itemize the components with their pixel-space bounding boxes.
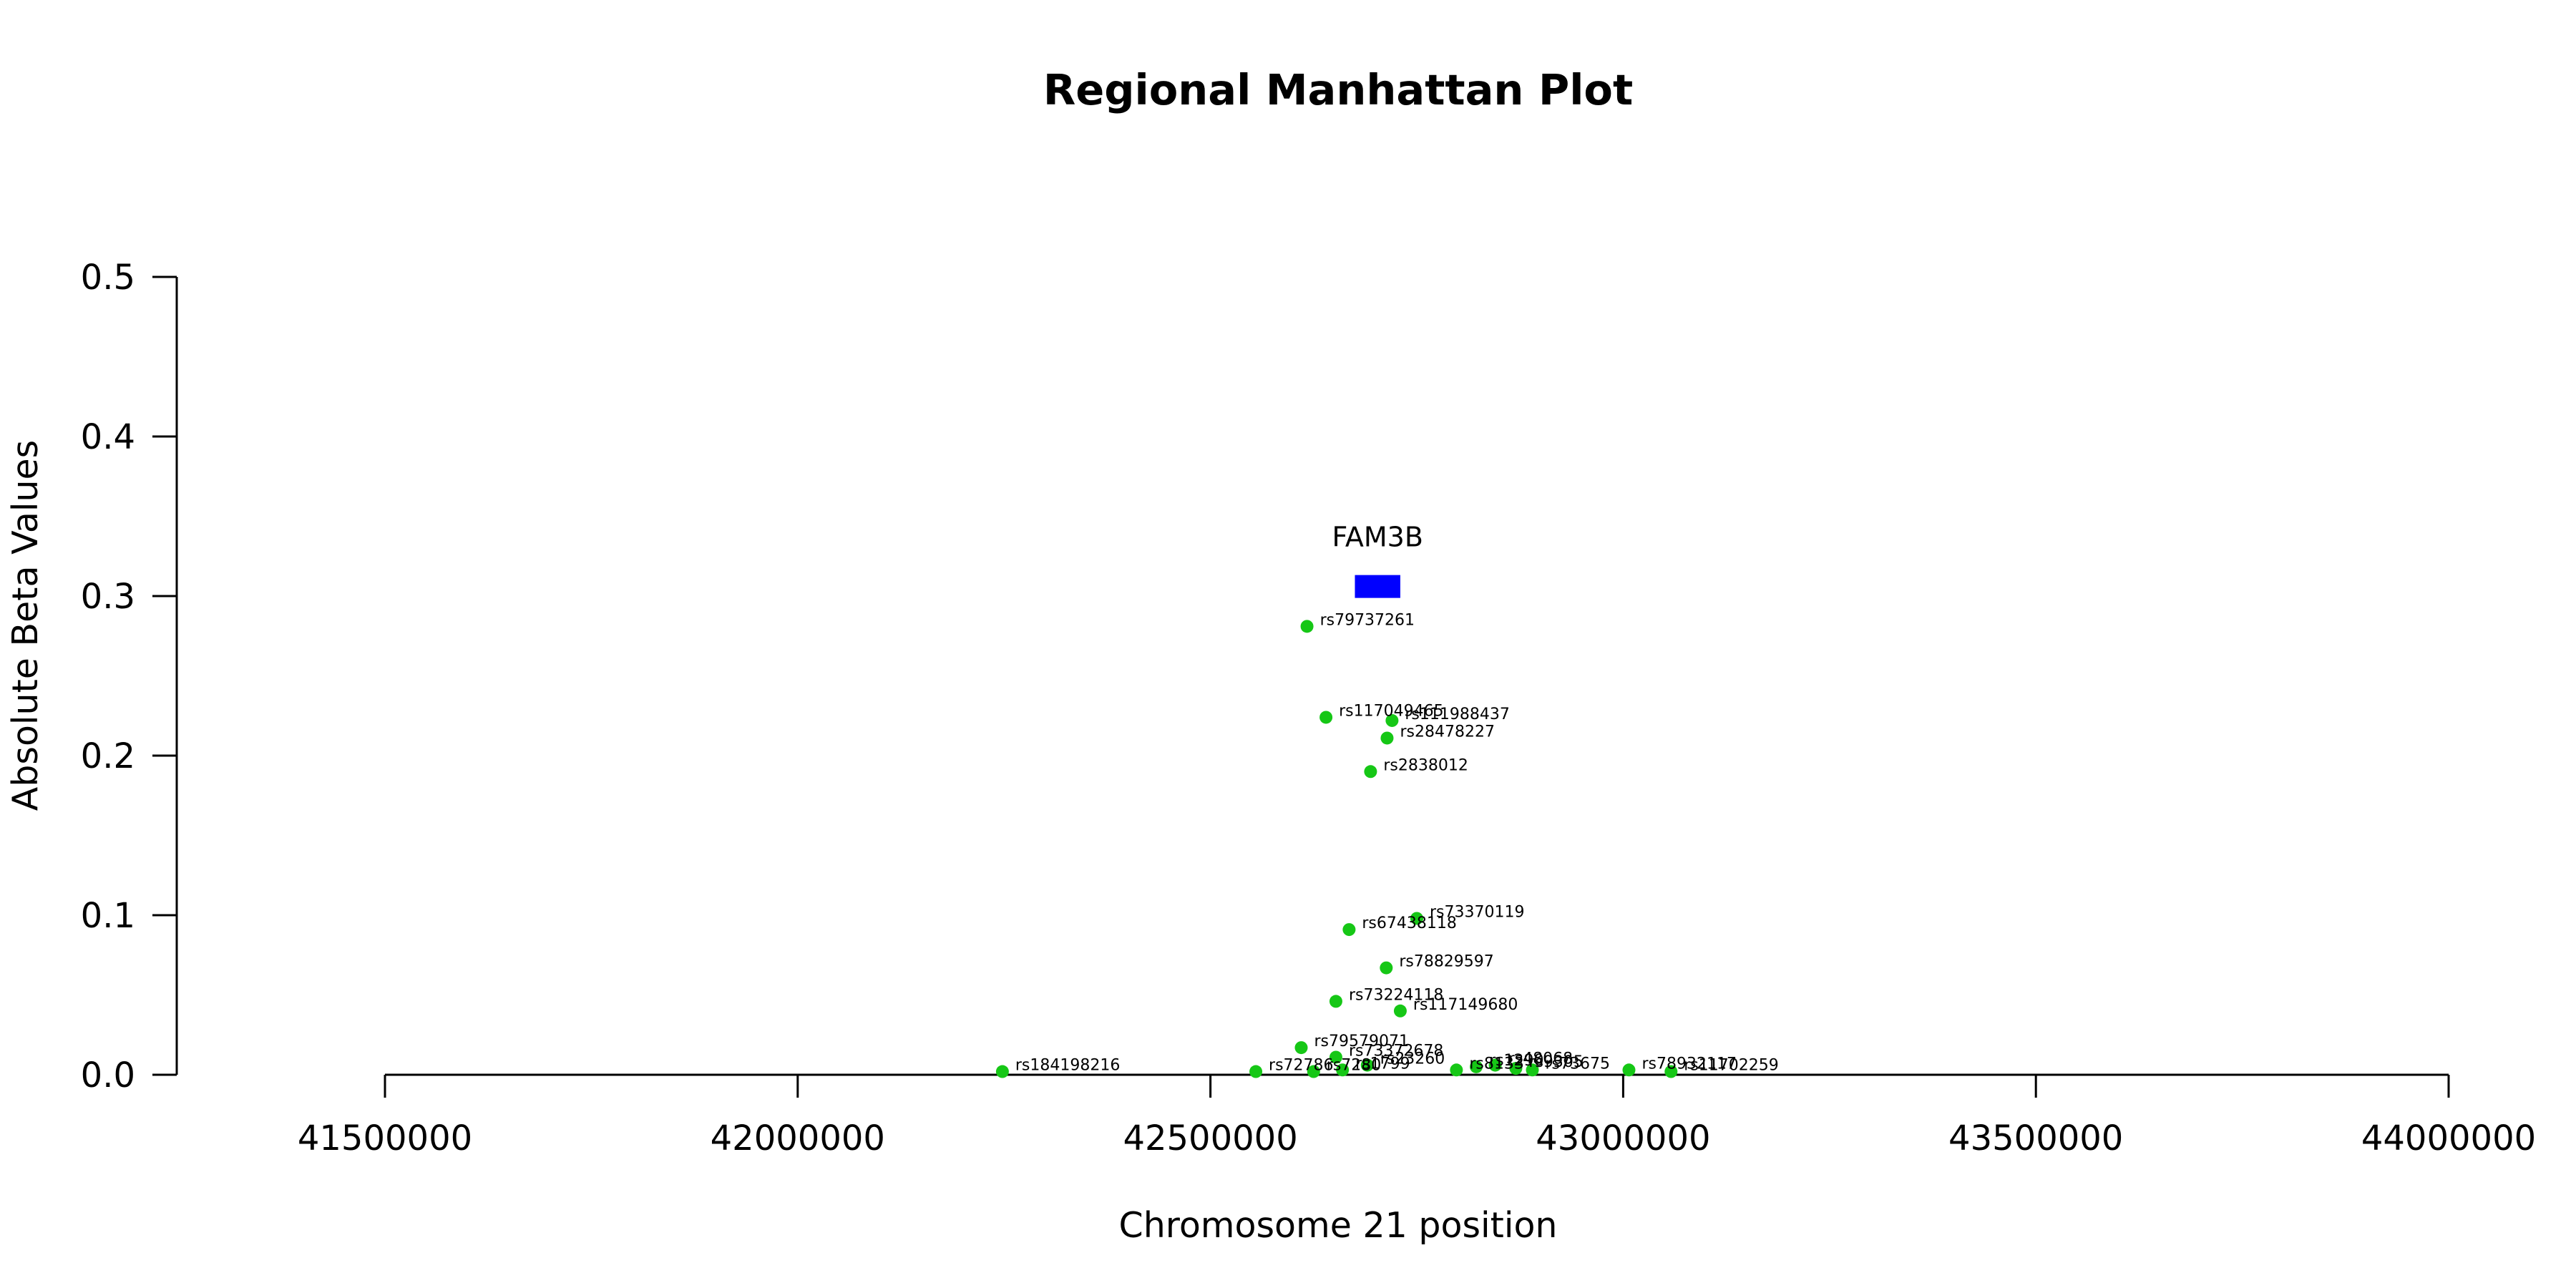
snp-label: rs8133	[1469, 1055, 1524, 1073]
snp-label: rs117049465	[1339, 702, 1443, 720]
snp-point	[1664, 1065, 1678, 1078]
snp-label: rs73224118	[1349, 986, 1443, 1004]
chart-title: Regional Manhattan Plot	[1043, 65, 1633, 114]
snp-point	[1380, 961, 1393, 975]
y-tick-label: 0.4	[81, 417, 135, 457]
x-tick-label: 42500000	[1123, 1118, 1297, 1158]
snp-label: rs28478227	[1400, 723, 1494, 741]
x-tick-label: 43000000	[1536, 1118, 1710, 1158]
y-tick-label: 0.2	[81, 736, 135, 776]
snp-point	[1300, 620, 1314, 633]
y-axis: 0.0 0.1 0.2 0.3 0.4 0.5	[81, 258, 178, 1096]
snp-label: rs78829597	[1399, 953, 1493, 971]
y-tick-label: 0.0	[81, 1055, 135, 1096]
snp-label: rs117149680	[1413, 996, 1518, 1014]
snp-point	[1410, 912, 1423, 925]
x-axis-title: Chromosome 21 position	[1118, 1205, 1557, 1246]
x-tick-label: 41500000	[298, 1118, 472, 1158]
y-tick-label: 0.5	[81, 258, 135, 298]
snp-label: rs7280	[1327, 1057, 1382, 1075]
snp-point	[1336, 1063, 1350, 1077]
snp-point	[1329, 995, 1342, 1008]
snp-label: rs1290	[1489, 1052, 1544, 1070]
snp-label: rs79737261	[1320, 611, 1415, 629]
snp-point	[1329, 1050, 1342, 1064]
gene-label: FAM3B	[1332, 522, 1423, 553]
snp-label: rs9305	[1528, 1053, 1584, 1071]
snp-label: rs79579071	[1314, 1033, 1408, 1050]
y-tick-label: 0.1	[81, 896, 135, 936]
snp-label: rs72786	[1269, 1057, 1334, 1075]
gene-box-fam3b	[1355, 575, 1400, 598]
snp-label: rs73370119	[1430, 903, 1524, 921]
snp-labels-layer: rs79737261 rs117049465rs111988437rs284782…	[1015, 611, 1779, 1074]
snp-point	[1319, 711, 1333, 724]
snp-label: rs111988437	[1405, 706, 1509, 723]
snp-point	[1450, 1063, 1463, 1077]
x-axis: 41500000 42000000 42500000 43000000 43500000…	[298, 1073, 2536, 1158]
snp-label: rs73372678	[1349, 1042, 1443, 1060]
snp-point	[1364, 765, 1377, 779]
x-tick-label: 44000000	[2361, 1118, 2536, 1158]
snp-label: rs184198216	[1015, 1057, 1120, 1075]
x-tick-label: 43500000	[1948, 1118, 2123, 1158]
snp-point	[1342, 923, 1356, 937]
snp-point	[1509, 1062, 1523, 1075]
snp-point	[1249, 1065, 1263, 1078]
snp-point	[1526, 1063, 1539, 1077]
snp-point	[1307, 1065, 1320, 1078]
snp-point	[995, 1065, 1009, 1078]
snp-label: rs23260	[1380, 1050, 1445, 1068]
snp-label: rs11702259	[1684, 1057, 1778, 1075]
snp-label: rs67438118	[1362, 914, 1456, 932]
snp-point	[1622, 1063, 1636, 1077]
y-axis-title: Absolute Beta Values	[5, 440, 46, 811]
snp-point	[1294, 1041, 1308, 1055]
snp-label: rs73675	[1546, 1055, 1611, 1073]
snp-point	[1488, 1058, 1502, 1072]
snp-point	[1385, 713, 1399, 727]
snp-label: rs1799	[1355, 1055, 1410, 1073]
x-tick-label: 42000000	[711, 1118, 885, 1158]
gene-layer: FAM3B	[1332, 522, 1423, 598]
snp-label: rs2838012	[1383, 756, 1468, 774]
snp-point	[1393, 1004, 1407, 1018]
y-tick-label: 0.3	[81, 577, 135, 617]
snp-label: rs48068	[1508, 1050, 1574, 1068]
points-layer	[995, 620, 1678, 1078]
snp-point	[1360, 1058, 1374, 1072]
snp-point	[1470, 1060, 1483, 1073]
snp-point	[1380, 731, 1394, 745]
snp-label: rs78932117	[1641, 1055, 1736, 1073]
